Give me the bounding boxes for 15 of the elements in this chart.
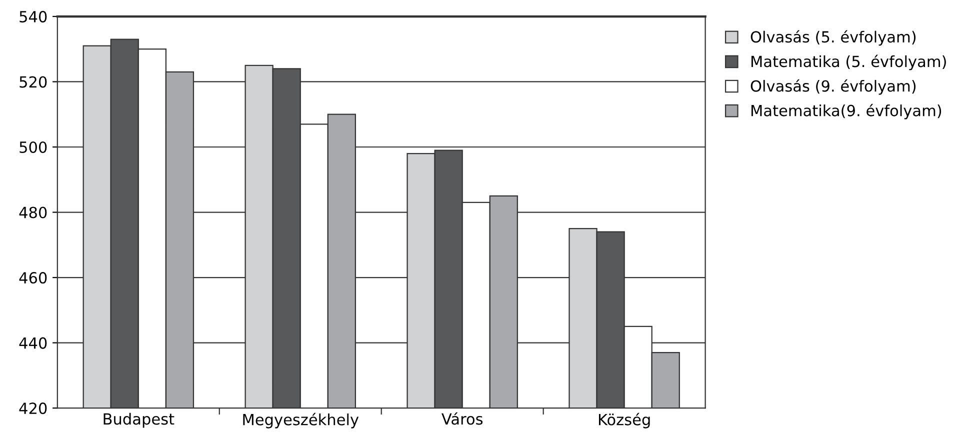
legend-label: Olvasás (9. évfolyam) [750,79,916,95]
x-tick-label: Budapest [104,412,174,428]
y-tick-label: 480 [19,206,47,218]
y-tick-label: 440 [19,337,47,349]
y-tick-label: 460 [19,272,47,284]
y-tick-label: 500 [20,141,47,154]
x-tick-label: Város [442,412,483,425]
legend-label: Matematika(9. évfolyam) [751,104,942,120]
y-tick-label: 540 [20,10,47,22]
y-tick-label: 520 [20,76,47,88]
y-tick-label: 420 [19,402,47,414]
legend-label: Olvasás (5. évfolyam) [750,30,916,46]
x-tick-label: Megyeszékhely [243,412,359,428]
x-tick-label: Község [598,412,650,428]
legend-label: Matematika (5. évfolyam) [751,54,946,70]
